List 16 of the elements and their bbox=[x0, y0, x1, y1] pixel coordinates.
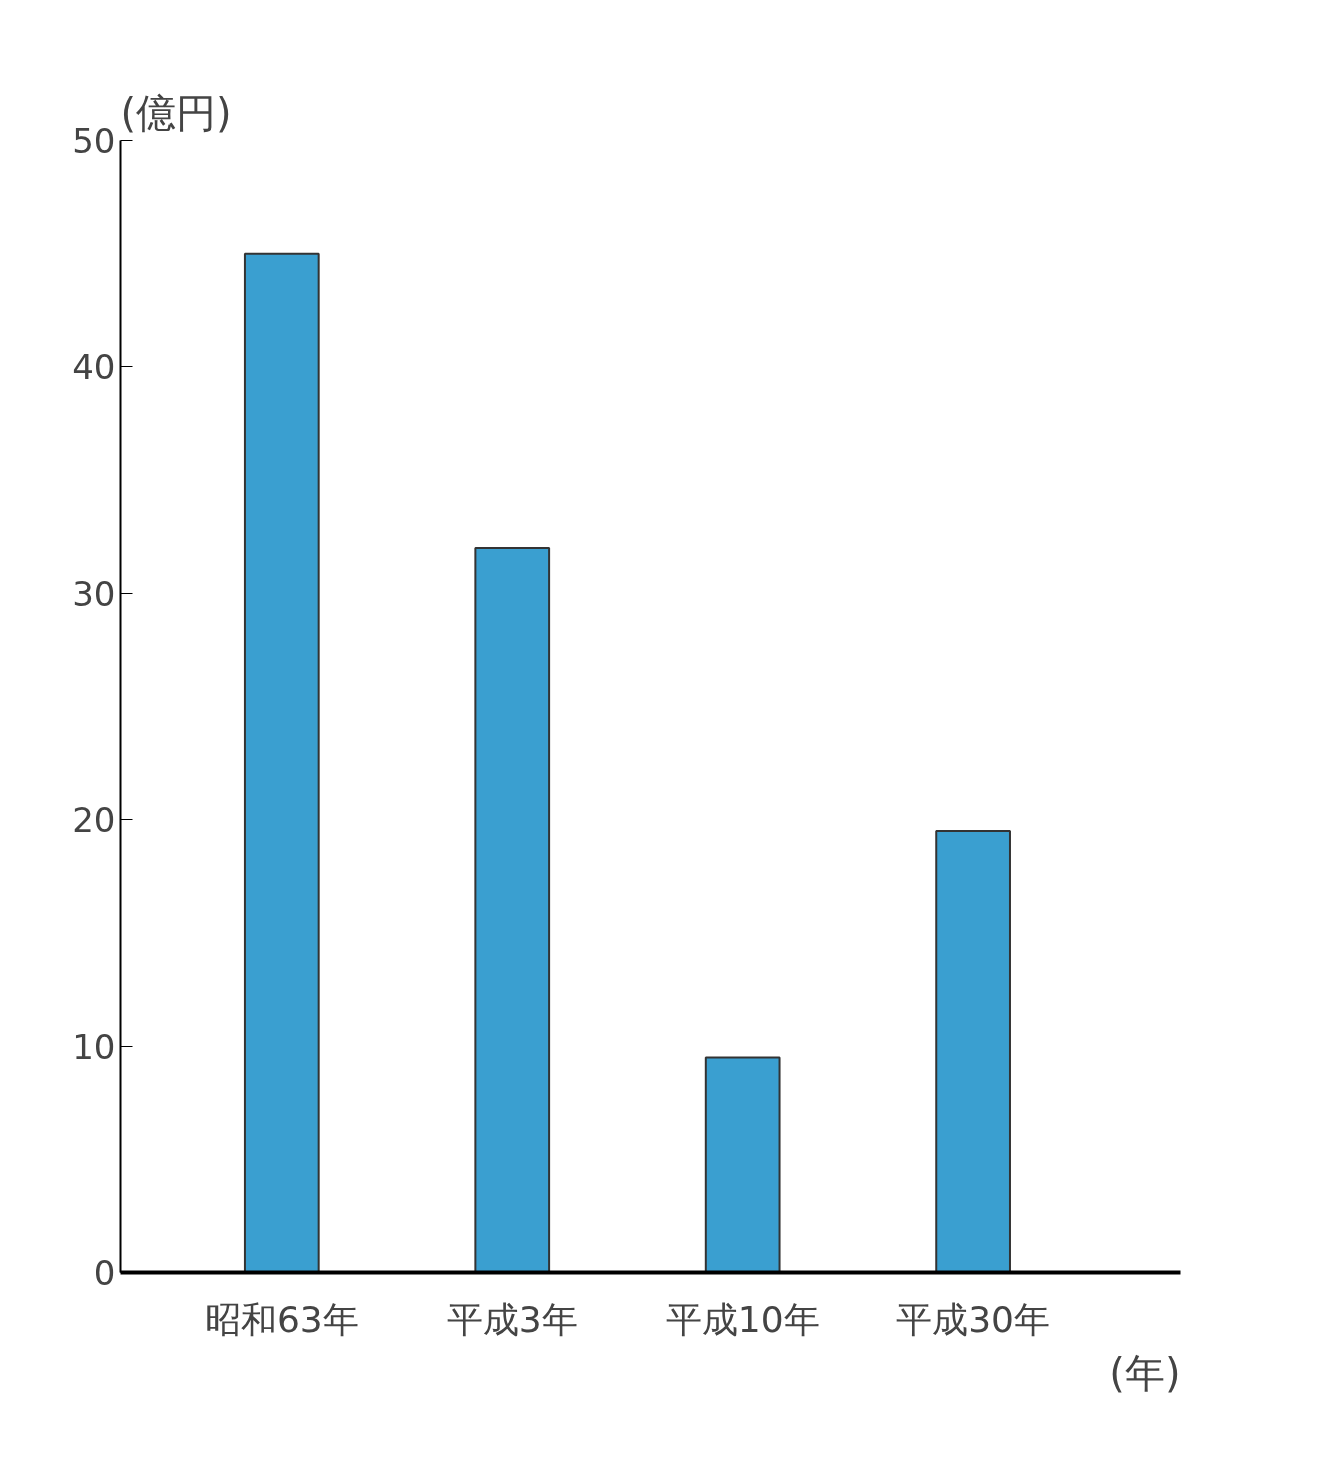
y-tick-label: 10 bbox=[72, 1026, 116, 1067]
bar bbox=[704, 1056, 781, 1273]
y-tick-label: 20 bbox=[72, 800, 116, 841]
y-tick-label: 50 bbox=[72, 121, 116, 161]
y-tick-label: 40 bbox=[72, 347, 116, 388]
x-tick-label: 平成30年 bbox=[896, 1298, 1051, 1340]
bar bbox=[243, 252, 320, 1273]
x-axis-title: (年) bbox=[1109, 1349, 1181, 1396]
bar bbox=[474, 547, 551, 1273]
bar bbox=[935, 830, 1011, 1273]
y-tick-label: 0 bbox=[93, 1253, 116, 1293]
y-tick-label: 30 bbox=[72, 573, 116, 614]
y-axis-title: (億円) bbox=[120, 89, 232, 136]
x-tick-label: 昭和63年 bbox=[204, 1298, 359, 1340]
x-tick-label: 平成10年 bbox=[665, 1298, 820, 1340]
x-tick-label: 平成3年 bbox=[446, 1298, 578, 1340]
